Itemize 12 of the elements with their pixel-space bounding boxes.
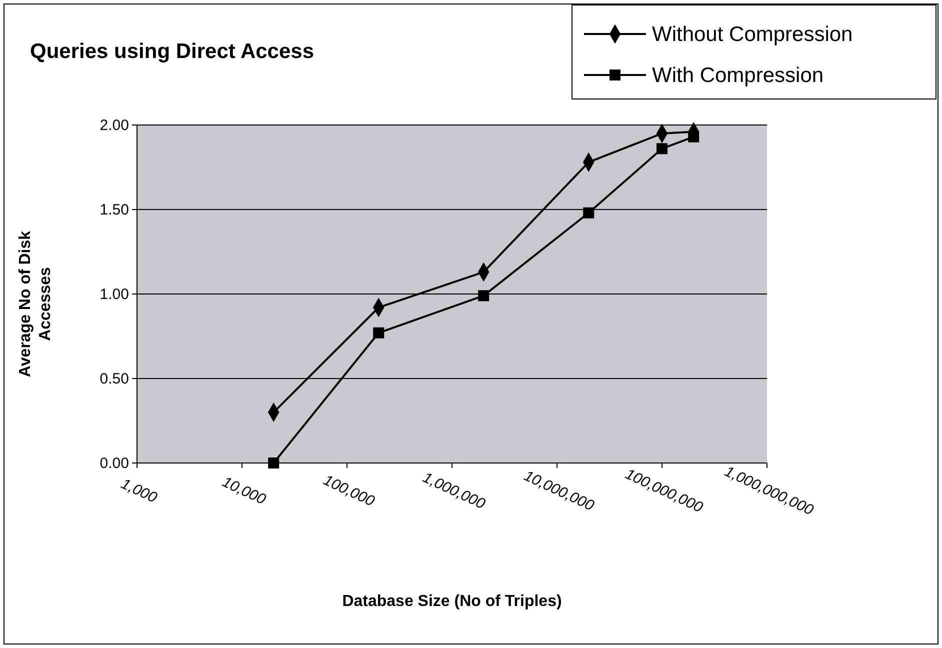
y-tick-label: 2.00 [100,116,129,134]
x-tick-label: 1,000 [118,475,160,507]
y-tick-label: 1.50 [100,201,129,218]
y-tick-label: 0.50 [100,370,129,388]
x-axis-title: Database Size (No of Triples) [342,593,562,610]
y-axis-title: Average No of Disk Accesses [17,230,54,378]
x-tick-label: 10,000 [220,474,269,509]
y-tick-label: 0.00 [100,454,129,472]
legend-label: With Compression [652,64,824,87]
y-tick-label: 1.00 [100,286,129,303]
chart-title: Queries using Direct Access [30,40,314,63]
legend-label: Without Compression [652,23,853,46]
